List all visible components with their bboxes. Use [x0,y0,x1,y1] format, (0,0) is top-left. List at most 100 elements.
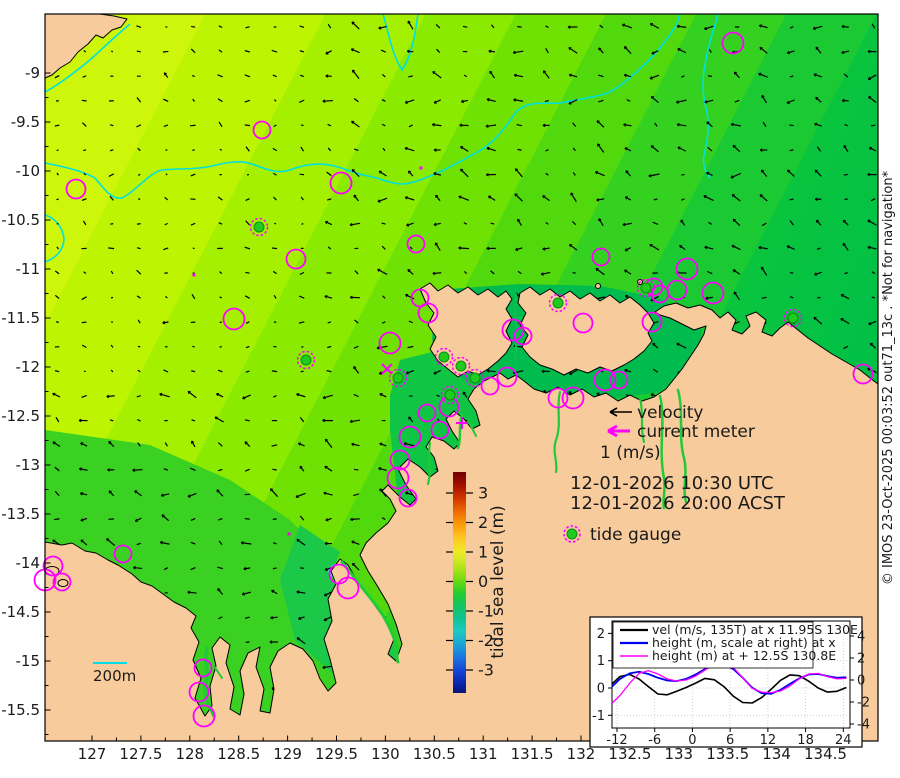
velocity-arrow-shaft [110,224,113,225]
lon-tick-label: 130.5 [413,745,456,763]
velocity-arrow-head [597,121,598,124]
velocity-arrow-shaft [246,642,250,643]
velocity-arrow [790,273,793,274]
velocity-arrow-shaft [54,519,59,520]
tide-gauge-fill [641,283,651,293]
velocity-arrow-head [109,441,110,444]
lat-tick-label: -14.5 [1,603,40,621]
lat-tick-label: -9.5 [11,113,40,131]
velocity-arrow-shaft [247,174,249,175]
lat-tick-label: -14 [16,554,41,572]
velocity-arrow [246,642,250,643]
velocity-arrow [220,297,222,298]
velocity-arrow [137,224,141,225]
velocity-arrow [517,26,521,27]
velocity-arrow [789,125,793,126]
inset-yright-tick-label: -2 [857,696,870,711]
velocity-arrow-shaft [137,224,141,225]
velocity-arrow-head [326,520,329,521]
velocity-arrow [111,322,113,323]
lat-tick-label: -9 [25,64,40,82]
timestamp-utc: 12-01-2026 10:30 UTC [570,473,774,494]
velocity-arrow-head [733,219,734,222]
inset-x-tick-label: 6 [726,733,734,748]
velocity-arrow [247,174,249,175]
velocity-arrow-shaft [302,224,304,225]
velocity-arrow [354,469,358,470]
current-meter-dot [420,167,423,170]
velocity-arrow [301,347,303,348]
lat-tick-label: -13.5 [1,505,40,523]
velocity-arrow [56,199,58,200]
velocity-arrow-head [813,29,816,30]
velocity-arrow [82,322,87,323]
lon-tick-label: 128.5 [217,745,260,763]
inset-yleft-tick-label: 0 [597,682,605,697]
velocity-arrow-shaft [708,76,712,77]
velocity-arrow-shaft [82,100,87,101]
islet [596,284,601,289]
velocity-arrow [82,100,87,101]
velocity-arrow [245,272,249,273]
velocity-arrow-head [733,145,734,148]
velocity-arrow-shaft [82,322,87,323]
tide-gauge-label: tide gauge [590,525,681,545]
velocity-arrow-head [461,169,462,172]
lon-tick-label: 127 [78,745,107,763]
velocity-arrow-shaft [300,174,304,175]
velocity-arrow [300,568,304,569]
velocity-arrow [300,174,304,175]
tide-gauge-fill [301,355,311,365]
velocity-arrow-shaft [245,519,250,520]
colorbar-tick-label: 0 [478,572,488,591]
tide-gauge-fill [439,352,449,362]
velocity-arrow [273,568,277,569]
current-meter-label: current meter [637,422,755,442]
lat-tick-label: -12 [16,358,41,376]
velocity-arrow-head [816,220,817,223]
velocity-arrow-head [406,226,409,227]
velocity-arrow-head [653,343,654,346]
velocity-arrow-head [352,169,353,172]
inset-x-tick-label: -6 [648,733,661,748]
tide-gauge-fill [254,222,264,232]
velocity-arrow-head [516,250,519,251]
velocity-arrow-shaft [845,273,848,274]
velocity-arrow-shaft [111,51,113,52]
velocity-arrow-shaft [245,125,250,126]
velocity-arrow-shaft [517,26,521,27]
inset-yright-tick-label: -4 [857,718,870,733]
velocity-arrow [273,346,276,347]
lon-tick-label: 131 [469,745,498,763]
velocity-arrow-shaft [273,568,277,569]
colorbar-tick-label: 2 [478,513,488,532]
lat-tick-label: -11.5 [1,309,40,327]
velocity-arrow-shaft [137,51,141,52]
velocity-arrow-shaft [272,248,277,249]
peron-island [58,580,68,587]
velocity-arrow [274,223,276,224]
velocity-arrow [871,125,875,126]
inset-yright-tick-label: 2 [857,652,865,667]
velocity-arrow-head [788,170,789,172]
lon-tick-label: 130 [371,745,400,763]
inset-yleft-tick-label: 1 [597,654,605,669]
current-meter-dot [193,274,196,277]
velocity-arrow [845,273,848,274]
velocity-arrow [192,76,195,77]
velocity-arrow [138,346,140,347]
tide-gauge-fill [553,298,563,308]
inset-x-tick-label: 18 [797,733,814,748]
velocity-arrow-shaft [871,125,875,126]
scale-bar: 200m [93,663,136,685]
velocity-arrow-shaft [272,469,276,470]
velocity-arrow-head [815,170,816,173]
velocity-arrow-head [352,563,353,566]
velocity-arrow [245,125,250,126]
velocity-arrow-shaft [517,149,521,150]
velocity-arrow-shaft [192,76,195,77]
velocity-arrow-shaft [681,174,684,175]
velocity-arrow-shaft [245,272,249,273]
velocity-arrow [517,149,521,150]
